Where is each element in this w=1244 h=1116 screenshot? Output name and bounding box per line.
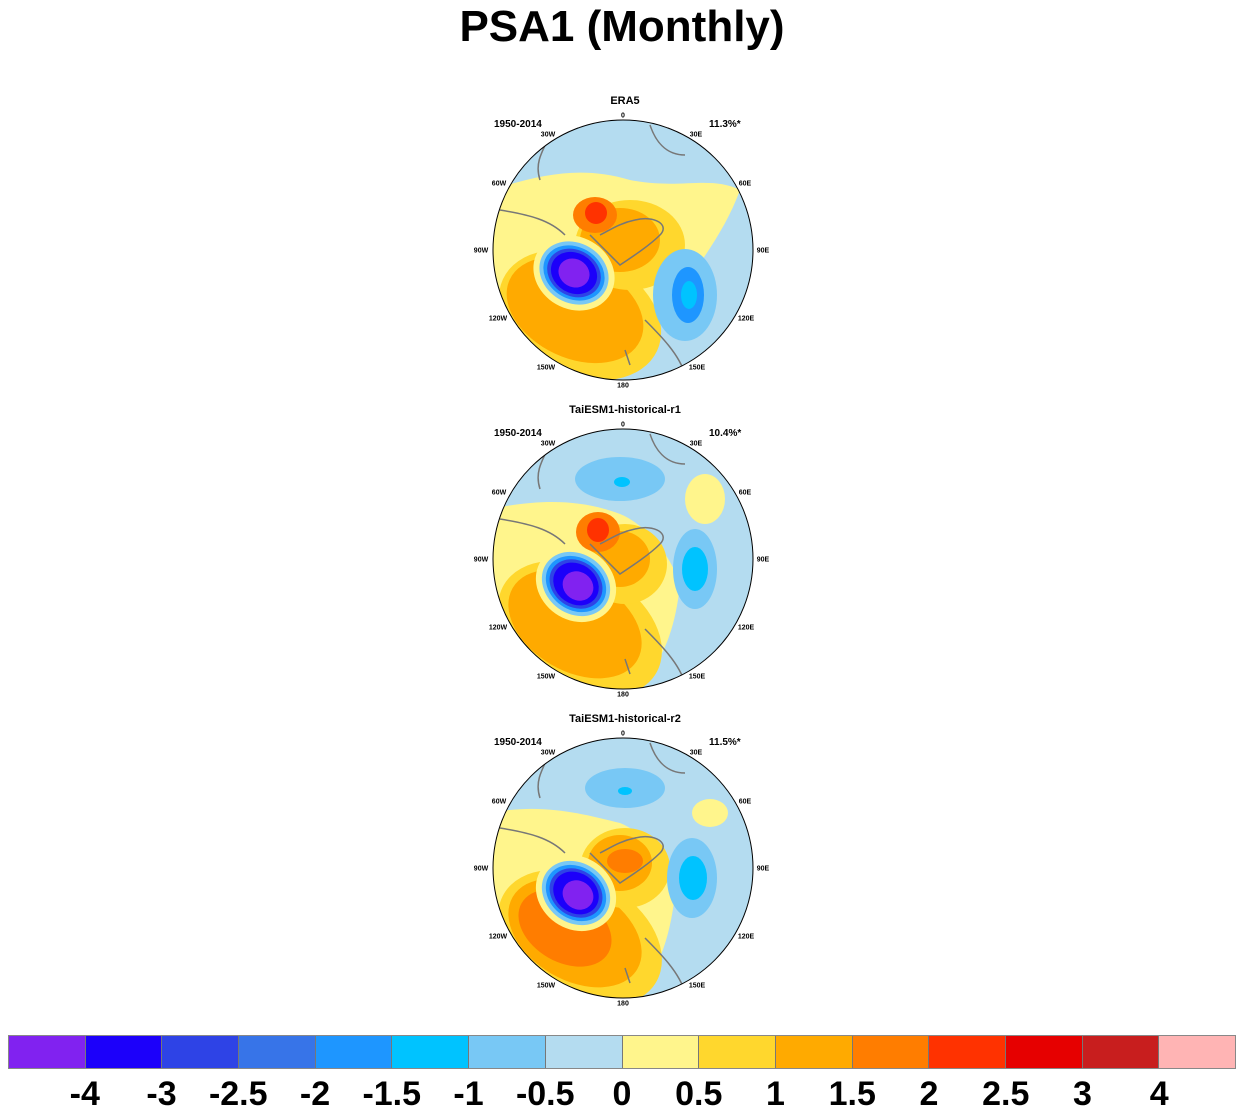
panel-title: TaiESM1-historical-r2 [569, 713, 681, 725]
colorbar-swatch [622, 1036, 700, 1068]
lon-label-30w: 30W [540, 749, 556, 757]
lon-label-90w: 90W [473, 556, 489, 564]
lon-label-60e: 60E [738, 180, 752, 188]
lon-label-30e: 30E [689, 749, 703, 757]
colorbar-tick-label: -2 [299, 1075, 331, 1113]
panel-title: TaiESM1-historical-r1 [569, 404, 681, 416]
polar-map [492, 428, 754, 690]
lon-label-120w: 120W [488, 624, 508, 632]
map-panel-era5: ERA5 1950-2014 11.3%* 0 30E 60E 90E [470, 95, 780, 395]
colorbar-swatch [775, 1036, 853, 1068]
lon-label-60w: 60W [491, 489, 507, 497]
lon-label-150w: 150W [536, 364, 556, 372]
colorbar [8, 1035, 1236, 1069]
colorbar-tick-label: 0 [612, 1075, 632, 1113]
lon-label-60e: 60E [738, 489, 752, 497]
colorbar-tick-label: 1 [766, 1075, 785, 1113]
lon-label-150w: 150W [536, 673, 556, 681]
lon-label-180: 180 [617, 382, 629, 390]
map-panel-taiesm1-r2: TaiESM1-historical-r2 1950-2014 11.5%* [470, 713, 780, 1013]
panel-title: ERA5 [610, 95, 640, 107]
polar-map [492, 737, 754, 999]
colorbar-tick-label: 1.5 [828, 1075, 876, 1113]
colorbar-tick-label: -2.5 [208, 1075, 268, 1113]
lon-label-0: 0 [621, 421, 625, 429]
colorbar-swatch [545, 1036, 623, 1068]
colorbar-tick-label: 2.5 [982, 1075, 1030, 1113]
lon-label-30w: 30W [540, 131, 556, 139]
lon-label-120e: 120E [737, 624, 755, 632]
colorbar-tick-label: -1.5 [362, 1075, 422, 1113]
polar-map [492, 119, 754, 381]
lon-label-90w: 90W [473, 865, 489, 873]
colorbar-swatch [1082, 1036, 1160, 1068]
figure-title: PSA1 (Monthly) [459, 2, 785, 51]
colorbar-swatch [239, 1036, 316, 1068]
lon-label-150w: 150W [536, 982, 556, 990]
lon-label-150e: 150E [688, 364, 706, 372]
colorbar-tick-label: 0.5 [675, 1075, 723, 1113]
lon-label-90e: 90E [756, 247, 770, 255]
lon-label-60w: 60W [491, 798, 507, 806]
lon-label-180: 180 [617, 691, 629, 699]
panel-percent: 11.5%* [709, 737, 741, 748]
lon-label-60w: 60W [491, 180, 507, 188]
colorbar-tick-label: -4 [69, 1075, 100, 1113]
colorbar-swatch [162, 1036, 240, 1068]
colorbar-tick-label: 4 [1149, 1075, 1169, 1113]
panel-period: 1950-2014 [494, 737, 542, 748]
colorbar-swatch [392, 1036, 470, 1068]
lon-label-120e: 120E [737, 315, 755, 323]
panel-percent: 11.3%* [709, 119, 741, 130]
lon-label-90e: 90E [756, 556, 770, 564]
lon-label-90e: 90E [756, 865, 770, 873]
lon-label-120e: 120E [737, 933, 755, 941]
colorbar-tick-label: 3 [1073, 1075, 1092, 1113]
lon-label-30e: 30E [689, 131, 703, 139]
colorbar-tick-label: -3 [146, 1075, 177, 1113]
colorbar-swatch [929, 1036, 1006, 1068]
lon-label-0: 0 [621, 730, 625, 738]
colorbar-swatch [469, 1036, 546, 1068]
lon-label-150e: 150E [688, 982, 706, 990]
lon-label-30w: 30W [540, 440, 556, 448]
lon-label-150e: 150E [688, 673, 706, 681]
colorbar-swatch [1159, 1036, 1235, 1068]
map-panel-taiesm1-r1: TaiESM1-historical-r1 1950-2014 10.4%* [470, 404, 780, 704]
colorbar-swatch [9, 1036, 86, 1068]
colorbar-swatch [315, 1036, 393, 1068]
colorbar-tick-label: -1 [453, 1075, 484, 1113]
lon-label-120w: 120W [488, 315, 508, 323]
colorbar-tick-label: -0.5 [515, 1075, 575, 1113]
colorbar-swatch [699, 1036, 776, 1068]
colorbar-swatch [85, 1036, 163, 1068]
lon-label-30e: 30E [689, 440, 703, 448]
colorbar-swatch [852, 1036, 930, 1068]
colorbar-swatch [1005, 1036, 1083, 1068]
colorbar-tick-label: 2 [919, 1075, 939, 1113]
lon-label-180: 180 [617, 1000, 629, 1008]
panel-period: 1950-2014 [494, 428, 542, 439]
lon-label-0: 0 [621, 112, 625, 120]
panel-percent: 10.4%* [709, 428, 742, 439]
panel-period: 1950-2014 [494, 119, 542, 130]
lon-label-120w: 120W [488, 933, 508, 941]
lon-label-90w: 90W [473, 247, 489, 255]
lon-label-60e: 60E [738, 798, 752, 806]
